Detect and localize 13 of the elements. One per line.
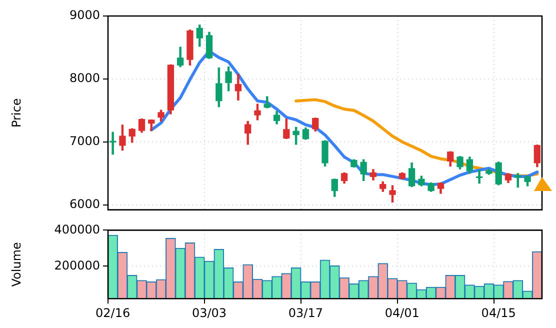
y-tick-label: 400000 [54,222,100,236]
y-tick-label: 9000 [69,8,100,22]
y-axis-title: Price [9,98,24,128]
y-tick-label: 8000 [69,71,100,86]
x-tick-label: 03/17 [288,306,324,320]
y-axis-title: Volume [9,242,24,287]
y-tick-label: 7000 [69,134,100,148]
x-tick-label: 02/16 [96,306,130,320]
y-tick-label: 200000 [54,258,100,272]
x-tick-label: 04/15 [481,306,516,320]
x-tick-label: 04/01 [384,306,420,320]
x-tick-label: 03/03 [192,306,227,320]
y-tick-label: 6000 [69,196,100,211]
